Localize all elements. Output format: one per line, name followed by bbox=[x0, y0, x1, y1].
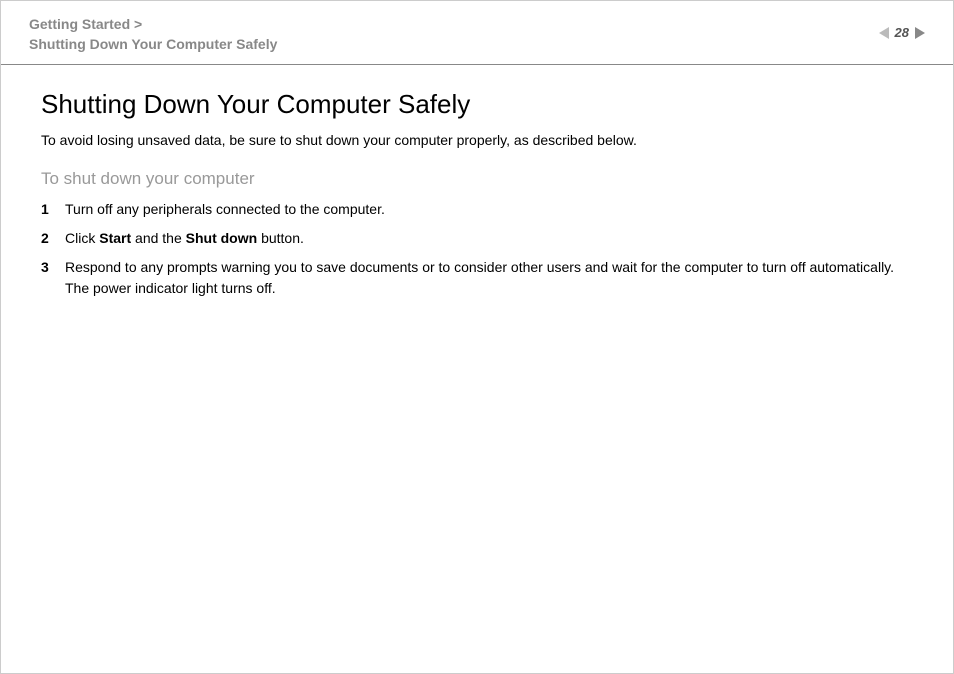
step-number: 1 bbox=[41, 199, 65, 220]
step-bold-shutdown: Shut down bbox=[186, 230, 258, 246]
step-text: Click Start and the Shut down button. bbox=[65, 228, 913, 249]
breadcrumb-current: Shutting Down Your Computer Safely bbox=[29, 35, 277, 55]
intro-paragraph: To avoid losing unsaved data, be sure to… bbox=[41, 130, 913, 151]
breadcrumb-parent: Getting Started > bbox=[29, 15, 277, 35]
step-number: 3 bbox=[41, 257, 65, 278]
step-item: 2 Click Start and the Shut down button. bbox=[41, 228, 913, 249]
step-number: 2 bbox=[41, 228, 65, 249]
step-item: 3 Respond to any prompts warning you to … bbox=[41, 257, 913, 299]
step-item: 1 Turn off any peripherals connected to … bbox=[41, 199, 913, 220]
page-title: Shutting Down Your Computer Safely bbox=[41, 89, 913, 120]
page-content: Shutting Down Your Computer Safely To av… bbox=[1, 65, 953, 327]
step-text: Turn off any peripherals connected to th… bbox=[65, 199, 913, 220]
step-text-mid: and the bbox=[131, 230, 186, 246]
step-extra-line: The power indicator light turns off. bbox=[65, 278, 913, 299]
step-text-prefix: Click bbox=[65, 230, 99, 246]
page-navigation: 28 bbox=[879, 25, 925, 40]
step-text: Respond to any prompts warning you to sa… bbox=[65, 257, 913, 299]
section-heading: To shut down your computer bbox=[41, 169, 913, 189]
page-header: Getting Started > Shutting Down Your Com… bbox=[1, 1, 953, 65]
step-main-line: Respond to any prompts warning you to sa… bbox=[65, 259, 894, 275]
page-number: 28 bbox=[895, 25, 909, 40]
steps-list: 1 Turn off any peripherals connected to … bbox=[41, 199, 913, 299]
step-text-suffix: button. bbox=[257, 230, 304, 246]
prev-page-arrow-icon[interactable] bbox=[879, 27, 889, 39]
next-page-arrow-icon[interactable] bbox=[915, 27, 925, 39]
breadcrumb: Getting Started > Shutting Down Your Com… bbox=[29, 15, 277, 54]
step-bold-start: Start bbox=[99, 230, 131, 246]
